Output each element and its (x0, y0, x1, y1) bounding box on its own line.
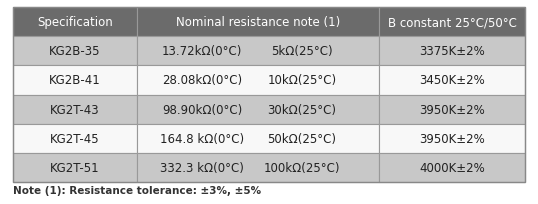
Bar (137, 95, 379, 124)
Text: 3375K±2%: 3375K±2% (419, 45, 485, 58)
Text: Nominal resistance note (1): Nominal resistance note (1) (176, 16, 340, 29)
Bar (13, 8, 525, 182)
Bar (137, 8, 379, 37)
Bar (13, 153, 137, 182)
Text: 98.90kΩ(0°C): 98.90kΩ(0°C) (162, 103, 242, 116)
Text: KG2T-43: KG2T-43 (50, 103, 100, 116)
Text: 4000K±2%: 4000K±2% (419, 161, 485, 174)
Text: KG2B-35: KG2B-35 (49, 45, 101, 58)
Bar (13, 8, 137, 37)
Text: Note (1): Resistance tolerance: ±3%, ±5%: Note (1): Resistance tolerance: ±3%, ±5% (13, 185, 261, 195)
Text: KG2T-45: KG2T-45 (50, 132, 100, 145)
Bar (13, 66, 137, 95)
Bar (13, 124, 137, 153)
Bar (379, 95, 525, 124)
Bar (379, 8, 525, 37)
Text: 28.08kΩ(0°C): 28.08kΩ(0°C) (162, 74, 242, 87)
Bar (137, 153, 379, 182)
Bar (379, 124, 525, 153)
Text: B constant 25°C/50°C: B constant 25°C/50°C (388, 16, 516, 29)
Bar (13, 37, 137, 66)
Text: 3950K±2%: 3950K±2% (419, 132, 485, 145)
Text: 30kΩ(25°C): 30kΩ(25°C) (267, 103, 336, 116)
Bar (379, 37, 525, 66)
Text: KG2B-41: KG2B-41 (49, 74, 101, 87)
Text: 5kΩ(25°C): 5kΩ(25°C) (271, 45, 332, 58)
Text: KG2T-51: KG2T-51 (50, 161, 100, 174)
Text: 100kΩ(25°C): 100kΩ(25°C) (264, 161, 340, 174)
Text: 164.8 kΩ(0°C): 164.8 kΩ(0°C) (160, 132, 244, 145)
Bar (13, 95, 137, 124)
Text: 13.72kΩ(0°C): 13.72kΩ(0°C) (162, 45, 243, 58)
Bar (379, 153, 525, 182)
Text: 10kΩ(25°C): 10kΩ(25°C) (267, 74, 336, 87)
Text: Specification: Specification (37, 16, 113, 29)
Bar (137, 66, 379, 95)
Bar (137, 37, 379, 66)
Bar (137, 124, 379, 153)
Text: 332.3 kΩ(0°C): 332.3 kΩ(0°C) (160, 161, 244, 174)
Text: 3450K±2%: 3450K±2% (419, 74, 485, 87)
Text: 3950K±2%: 3950K±2% (419, 103, 485, 116)
Bar (379, 66, 525, 95)
Text: 50kΩ(25°C): 50kΩ(25°C) (267, 132, 336, 145)
